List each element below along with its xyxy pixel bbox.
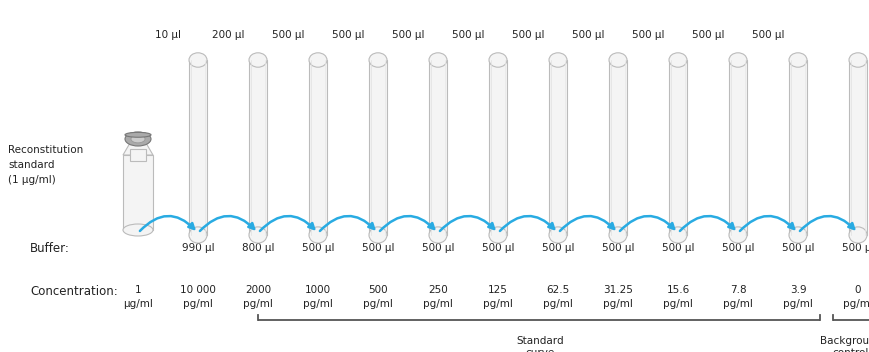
Text: 500 μl: 500 μl [511,30,544,40]
Ellipse shape [608,53,627,67]
Text: Background
control: Background control [819,336,869,352]
Text: 31.25: 31.25 [602,285,633,295]
Text: pg/ml: pg/ml [482,299,513,309]
Ellipse shape [488,53,507,67]
Text: 1: 1 [135,285,141,295]
Ellipse shape [249,53,267,67]
Text: μg/ml: μg/ml [123,299,153,309]
Ellipse shape [428,227,447,243]
Ellipse shape [788,53,806,67]
Text: 500 μl: 500 μl [271,30,304,40]
Text: pg/ml: pg/ml [602,299,633,309]
Text: 15.6: 15.6 [666,285,689,295]
Ellipse shape [548,227,567,243]
Text: 500 μl: 500 μl [331,30,364,40]
Text: pg/ml: pg/ml [722,299,752,309]
Text: 500 μl: 500 μl [631,30,664,40]
Text: 500 μl: 500 μl [571,30,604,40]
Text: 500 μl: 500 μl [541,243,574,253]
Bar [123,155,153,230]
Text: Buffer:: Buffer: [30,241,70,254]
Ellipse shape [131,135,145,143]
Bar [788,60,806,235]
Bar [428,60,447,235]
Text: pg/ml: pg/ml [782,299,812,309]
Bar [848,60,866,235]
Text: 500 μl: 500 μl [751,30,783,40]
Text: 500: 500 [368,285,388,295]
Bar [668,60,687,235]
Ellipse shape [668,53,687,67]
Bar [488,60,507,235]
Ellipse shape [848,227,866,243]
Text: 10 μl: 10 μl [155,30,181,40]
Ellipse shape [728,227,746,243]
Text: 7.8: 7.8 [729,285,746,295]
Ellipse shape [428,53,447,67]
Text: pg/ml: pg/ml [662,299,692,309]
Text: pg/ml: pg/ml [302,299,333,309]
Bar [548,60,567,235]
Text: 500 μl: 500 μl [661,243,693,253]
Text: 500 μl: 500 μl [481,243,514,253]
Text: pg/ml: pg/ml [422,299,453,309]
Ellipse shape [548,53,567,67]
Ellipse shape [488,227,507,243]
Ellipse shape [189,53,207,67]
Ellipse shape [249,227,267,243]
Text: 3.9: 3.9 [789,285,806,295]
Text: 500 μl: 500 μl [721,243,753,253]
Ellipse shape [308,227,327,243]
Text: pg/ml: pg/ml [842,299,869,309]
Text: 62.5: 62.5 [546,285,569,295]
Bar [189,60,207,235]
Text: 500 μl: 500 μl [781,243,813,253]
Polygon shape [123,143,153,155]
Ellipse shape [668,227,687,243]
Text: 10 000: 10 000 [180,285,216,295]
Ellipse shape [368,53,387,67]
Text: 990 μl: 990 μl [182,243,214,253]
Ellipse shape [189,227,207,243]
Ellipse shape [848,53,866,67]
Text: 2000: 2000 [245,285,271,295]
Ellipse shape [728,53,746,67]
Ellipse shape [125,132,151,146]
Text: 500 μl: 500 μl [421,243,454,253]
Ellipse shape [123,224,153,236]
Ellipse shape [368,227,387,243]
Bar [129,149,146,161]
Text: 200 μl: 200 μl [211,30,244,40]
Ellipse shape [125,132,151,137]
Text: 500 μl: 500 μl [451,30,484,40]
Text: 500 μl: 500 μl [841,243,869,253]
Text: 500 μl: 500 μl [691,30,723,40]
Text: 250: 250 [428,285,448,295]
Text: Standard
curve: Standard curve [515,336,563,352]
Text: pg/ml: pg/ml [182,299,213,309]
Text: pg/ml: pg/ml [242,299,273,309]
Text: Concentration:: Concentration: [30,285,117,298]
Text: pg/ml: pg/ml [542,299,573,309]
Bar [249,60,267,235]
Text: Reconstitution
standard
(1 μg/ml): Reconstitution standard (1 μg/ml) [8,145,83,185]
Ellipse shape [608,227,627,243]
Text: pg/ml: pg/ml [362,299,393,309]
Text: 500 μl: 500 μl [601,243,634,253]
Text: 1000: 1000 [305,285,331,295]
Text: 0: 0 [853,285,860,295]
Text: 500 μl: 500 μl [391,30,424,40]
Ellipse shape [308,53,327,67]
Bar [728,60,746,235]
Text: 500 μl: 500 μl [362,243,394,253]
Ellipse shape [788,227,806,243]
Bar [308,60,327,235]
Bar [608,60,627,235]
Text: 500 μl: 500 μl [302,243,334,253]
Bar [368,60,387,235]
Text: 800 μl: 800 μl [242,243,274,253]
Text: 125: 125 [488,285,507,295]
